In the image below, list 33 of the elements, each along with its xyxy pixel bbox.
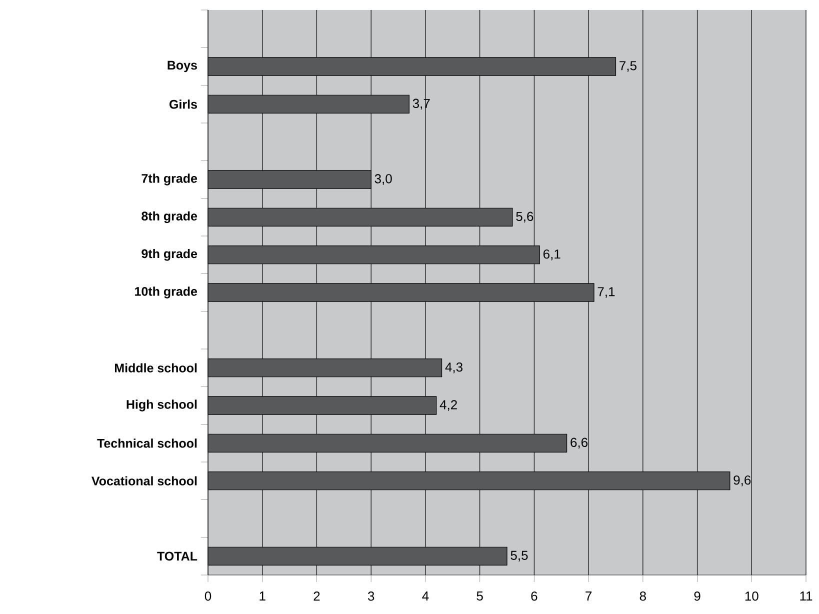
y-tick-label: High school <box>126 400 197 412</box>
y-tick-label: Middle school <box>114 363 197 372</box>
data-label: 4,2 <box>440 400 457 411</box>
data-label: 7,1 <box>598 287 615 298</box>
x-tick-label: 8 <box>640 592 646 601</box>
data-label: 5,6 <box>516 212 534 223</box>
x-tick-label: 4 <box>422 592 429 600</box>
data-label: 9,6 <box>734 475 751 486</box>
x-tick-label: 7 <box>586 592 592 600</box>
x-tick-label: 2 <box>314 592 320 601</box>
data-label: 7,5 <box>620 61 636 72</box>
x-tick-label: 6 <box>531 592 538 601</box>
data-label: 3,0 <box>374 174 392 185</box>
y-tick-label: Girls <box>170 100 197 109</box>
x-tick-label: 3 <box>368 592 374 601</box>
y-tick-label: 7th grade <box>142 174 198 186</box>
data-label: 5,5 <box>510 550 528 562</box>
x-tick-label: 1 <box>260 592 266 600</box>
x-tick-label: 11 <box>800 592 812 600</box>
y-tick-label: TOTAL <box>157 552 198 561</box>
y-tick-label: 9th grade <box>142 248 198 261</box>
y-tick-label: Vocational school <box>92 476 197 486</box>
x-tick-label: 0 <box>204 592 212 601</box>
x-tick-label: 10 <box>745 592 758 601</box>
y-tick-label: Technical school <box>97 438 197 448</box>
data-label: 4,3 <box>445 362 462 374</box>
data-label: 6,1 <box>543 249 560 260</box>
y-tick-label: 8th grade <box>142 211 198 224</box>
y-tick-label: 10th grade <box>135 286 198 298</box>
x-tick-label: 5 <box>476 592 483 601</box>
y-tick-label: Boys <box>168 60 197 72</box>
x-tick-label: 9 <box>694 592 700 601</box>
data-label: 6,6 <box>570 438 588 449</box>
